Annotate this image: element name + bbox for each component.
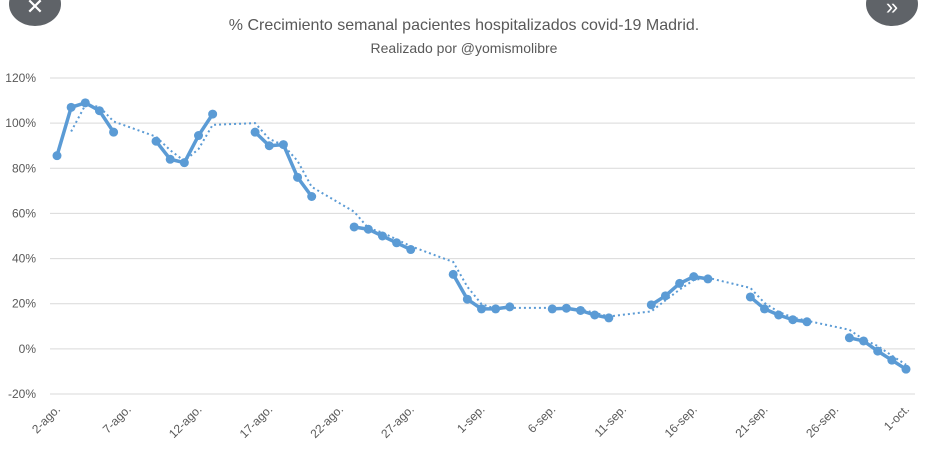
data-point [859,336,869,346]
data-point [646,300,656,310]
data-point [547,304,557,314]
data-point [392,238,402,248]
data-point [165,154,175,164]
data-point [307,192,317,201]
trendline [70,104,907,366]
data-point [52,151,62,161]
data-point [561,303,571,313]
x-tick-label: 12-ago. [166,402,205,441]
data-point [491,304,501,314]
y-tick-label: 120% [5,71,36,85]
data-point [477,304,486,314]
chart-subtitle: Realizado por @yomismolibre [371,40,558,56]
x-tick-label: 11-sep. [592,402,630,440]
y-tick-label: 40% [12,252,36,266]
data-point [250,127,260,137]
series-line [154,113,215,165]
y-tick-label: 80% [12,161,36,175]
data-point [264,141,274,151]
data-point [774,310,784,320]
x-tick-label: 6-sep. [525,402,558,435]
x-tick-label: 26-sep. [803,402,841,440]
chart-title: % Crecimiento semanal pacientes hospital… [229,17,699,34]
double-chevron-right-icon: » [885,0,899,19]
data-point [802,317,812,327]
data-point [462,294,472,304]
x-tick-label: 21-sep. [732,402,770,440]
data-point [901,364,911,374]
data-point [363,224,373,234]
data-point [844,333,854,343]
data-point [703,274,713,284]
data-point [80,98,90,108]
data-point [448,269,458,279]
y-tick-label: 60% [12,206,36,220]
data-point [873,346,883,356]
close-icon: ✕ [25,0,45,19]
data-point [208,109,218,119]
data-point [604,313,614,323]
series-line [55,101,116,157]
data-point [179,158,189,168]
data-point [576,305,586,315]
data-point [278,140,288,150]
data-point [377,231,387,241]
x-tick-label: 22-ago. [307,402,346,441]
data-point [349,222,359,232]
data-point [745,292,755,302]
x-tick-label: 7-ago. [100,402,134,436]
x-tick-label: 17-ago. [237,402,276,441]
data-point [675,278,685,288]
data-point [293,172,303,182]
x-tick-label: 1-sep. [454,402,487,435]
x-tick-label: 16-sep. [662,402,700,440]
data-point [505,302,515,312]
data-point [406,245,416,255]
y-tick-label: 100% [5,116,36,130]
data-point [590,310,600,320]
data-point [788,315,798,325]
data-point [151,136,161,146]
y-tick-label: -20% [8,387,36,401]
data-point [194,131,203,141]
y-tick-label: 0% [19,342,37,356]
data-point [760,304,769,314]
data-point [109,127,119,137]
y-tick-label: 20% [12,297,36,311]
x-tick-label: 2-ago. [29,402,63,436]
data-point [887,355,897,365]
data-point [689,272,699,282]
x-tick-label: 27-ago. [378,402,417,441]
data-point [94,106,104,116]
data-point [660,291,670,301]
data-point [66,102,76,112]
x-tick-label: 1-oct. [881,402,912,433]
